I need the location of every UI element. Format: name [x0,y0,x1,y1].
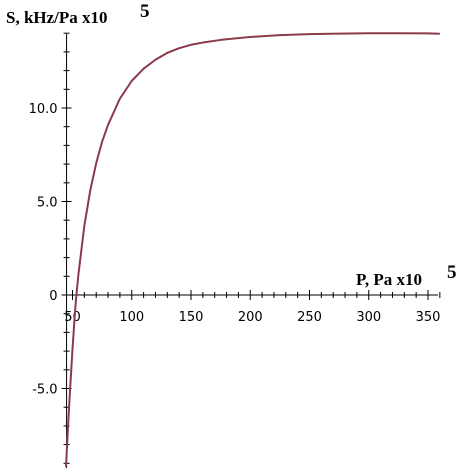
x-tick-label: 100 [119,310,144,325]
x-axis-exponent: 5 [447,262,457,283]
y-tick-label: 10.0 [29,102,58,117]
series [64,32,440,468]
x-tick-label: 200 [238,310,263,325]
x-tick-label: 50 [64,310,81,325]
y-axis-title: S, kHz/Pa x10 [6,8,108,27]
y-tick-label: 0 [49,289,57,304]
x-tick-label: 300 [356,310,381,325]
x-tick-label: 150 [179,310,204,325]
ticks: 50 100 150 200 250 300 350 10.0 5.0 0 -5.0 [29,32,441,464]
sensitivity-curve [64,32,440,468]
y-tick-label: 5.0 [37,196,58,211]
axes [64,34,438,468]
x-tick-label: 350 [416,310,441,325]
x-axis-title: P, Pa x10 [356,270,422,289]
x-tick-label: 250 [297,310,322,325]
y-axis-exponent: 5 [140,1,150,22]
y-tick-label: -5.0 [32,383,57,398]
